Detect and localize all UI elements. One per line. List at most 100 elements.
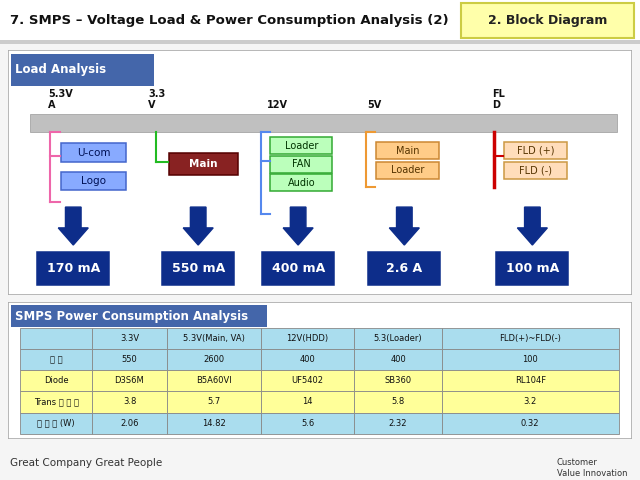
- Bar: [11, 54, 154, 86]
- Bar: [92, 349, 167, 370]
- Bar: [442, 370, 619, 391]
- Text: 히 류 수 (W): 히 류 수 (W): [37, 419, 75, 428]
- Text: 0.32: 0.32: [521, 419, 540, 428]
- Bar: [442, 349, 619, 370]
- Text: RL104F: RL104F: [515, 376, 546, 385]
- Text: 5.3V
A: 5.3V A: [48, 89, 73, 110]
- Text: Main: Main: [189, 159, 218, 169]
- Bar: [262, 252, 334, 286]
- Text: 5.3(Loader): 5.3(Loader): [374, 334, 422, 343]
- Bar: [442, 391, 619, 412]
- Bar: [497, 252, 568, 286]
- Bar: [355, 412, 442, 434]
- Bar: [20, 412, 92, 434]
- Text: UF5402: UF5402: [291, 376, 323, 385]
- Text: 5.6: 5.6: [301, 419, 314, 428]
- Text: 3.2: 3.2: [524, 397, 537, 407]
- Text: 2.06: 2.06: [120, 419, 139, 428]
- Text: Customer
Value Innovation: Customer Value Innovation: [557, 458, 627, 478]
- Bar: [167, 349, 260, 370]
- Bar: [20, 349, 92, 370]
- Bar: [92, 412, 167, 434]
- Text: SB360: SB360: [385, 376, 412, 385]
- Bar: [260, 391, 355, 412]
- Bar: [260, 412, 355, 434]
- Bar: [167, 370, 260, 391]
- Text: 400 mA: 400 mA: [271, 263, 324, 276]
- Bar: [376, 142, 438, 159]
- Bar: [61, 171, 126, 190]
- Bar: [20, 370, 92, 391]
- Text: 2600: 2600: [204, 355, 225, 364]
- Bar: [504, 142, 567, 159]
- Bar: [355, 370, 442, 391]
- Text: 12V: 12V: [267, 100, 288, 110]
- Text: 2.32: 2.32: [389, 419, 407, 428]
- Bar: [92, 328, 167, 349]
- Bar: [167, 328, 260, 349]
- Text: SMPS Power Consumption Analysis: SMPS Power Consumption Analysis: [15, 310, 248, 323]
- Bar: [260, 349, 355, 370]
- Bar: [20, 328, 92, 349]
- Bar: [167, 391, 260, 412]
- Text: Loader: Loader: [391, 165, 424, 175]
- Text: 2.6 A: 2.6 A: [387, 263, 422, 276]
- Bar: [270, 156, 333, 173]
- Text: Loader: Loader: [285, 141, 318, 151]
- Bar: [20, 391, 92, 412]
- Bar: [11, 305, 267, 327]
- Text: 550 mA: 550 mA: [172, 263, 225, 276]
- Text: Main: Main: [396, 146, 419, 156]
- Text: Trans 히 류 수: Trans 히 류 수: [33, 397, 79, 407]
- Text: 12V(HDD): 12V(HDD): [287, 334, 328, 343]
- Bar: [163, 252, 234, 286]
- Text: 5V: 5V: [367, 100, 381, 110]
- Text: B5A60VI: B5A60VI: [196, 376, 232, 385]
- Bar: [167, 412, 260, 434]
- Text: U-com: U-com: [77, 148, 110, 157]
- FancyArrow shape: [517, 207, 547, 245]
- Text: FL
D: FL D: [492, 89, 505, 110]
- Text: 14: 14: [302, 397, 313, 407]
- Text: 7. SMPS – Voltage Load & Power Consumption Analysis (2): 7. SMPS – Voltage Load & Power Consumpti…: [10, 14, 448, 27]
- Text: Load Analysis: Load Analysis: [15, 63, 106, 76]
- Text: FLD (+): FLD (+): [516, 146, 554, 156]
- Bar: [260, 328, 355, 349]
- Bar: [355, 391, 442, 412]
- FancyArrow shape: [58, 207, 88, 245]
- Bar: [504, 162, 567, 179]
- Bar: [61, 144, 126, 162]
- FancyArrow shape: [183, 207, 213, 245]
- Text: 400: 400: [300, 355, 316, 364]
- Text: 100: 100: [522, 355, 538, 364]
- Text: 400: 400: [390, 355, 406, 364]
- Text: Logo: Logo: [81, 176, 106, 186]
- Bar: [355, 328, 442, 349]
- Bar: [355, 349, 442, 370]
- Bar: [369, 252, 440, 286]
- Text: 3.8: 3.8: [123, 397, 136, 407]
- Text: 170 mA: 170 mA: [47, 263, 100, 276]
- Text: D3S6M: D3S6M: [115, 376, 145, 385]
- Bar: [270, 137, 333, 155]
- Text: 5.7: 5.7: [207, 397, 220, 407]
- Text: FLD (-): FLD (-): [519, 165, 552, 175]
- Bar: [92, 370, 167, 391]
- Text: 3.3V: 3.3V: [120, 334, 139, 343]
- Bar: [442, 412, 619, 434]
- Bar: [260, 370, 355, 391]
- Text: Audio: Audio: [287, 178, 315, 188]
- Bar: [37, 252, 109, 286]
- Bar: [169, 153, 237, 175]
- Text: 히 류: 히 류: [50, 355, 63, 364]
- Bar: [92, 391, 167, 412]
- Text: 100 mA: 100 mA: [506, 263, 559, 276]
- Bar: [376, 162, 438, 179]
- Text: 3.3
V: 3.3 V: [148, 89, 166, 110]
- Text: FLD(+)~FLD(-): FLD(+)~FLD(-): [499, 334, 561, 343]
- Bar: [29, 114, 617, 132]
- Text: 2. Block Diagram: 2. Block Diagram: [488, 14, 607, 27]
- Bar: [270, 174, 333, 191]
- Text: Diode: Diode: [44, 376, 68, 385]
- FancyArrow shape: [389, 207, 419, 245]
